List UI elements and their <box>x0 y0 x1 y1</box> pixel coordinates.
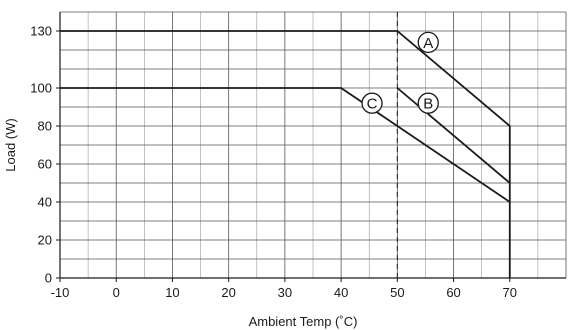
y-tick-label: 60 <box>38 157 52 172</box>
x-tick-label: 40 <box>334 285 348 300</box>
curve-labels: A B C <box>361 31 439 114</box>
curve-label-text: C <box>367 96 378 113</box>
y-tick-label: 130 <box>30 24 52 39</box>
curve-label-b: B <box>417 92 439 114</box>
curve-label-a: A <box>417 31 439 54</box>
x-tick-label: 0 <box>113 285 120 300</box>
curve-label-circle <box>361 92 383 114</box>
x-tick-label: 70 <box>503 285 517 300</box>
x-tick-label: 20 <box>221 285 235 300</box>
x-tick-label: 50 <box>390 285 404 300</box>
x-axis-title: Ambient Temp (˚C) <box>249 314 358 329</box>
x-tick-label: -10 <box>51 285 70 300</box>
curve-label-circle <box>417 31 439 54</box>
y-tick-labels: 0 20 40 60 80 100 130 <box>30 24 60 286</box>
curve-label-c: C <box>361 92 383 114</box>
x-tick-labels: -10 0 10 20 30 40 50 60 70 <box>51 278 517 300</box>
y-tick-label: 20 <box>38 233 52 248</box>
y-tick-label: 40 <box>38 195 52 210</box>
curve-label-text: B <box>423 96 433 113</box>
x-tick-label: 30 <box>278 285 292 300</box>
x-tick-label: 10 <box>165 285 179 300</box>
y-tick-label: 100 <box>30 81 52 96</box>
series-line-b <box>396 87 511 184</box>
y-tick-label: 0 <box>45 271 52 286</box>
x-tick-label: 60 <box>446 285 460 300</box>
curve-label-circle <box>417 92 439 114</box>
y-tick-label: 80 <box>38 119 52 134</box>
curve-label-text: A <box>423 35 433 52</box>
series-line-c <box>60 87 511 203</box>
series-lines <box>60 30 511 278</box>
y-axis-title: Load (W) <box>3 118 18 171</box>
grid-lines <box>59 11 567 279</box>
